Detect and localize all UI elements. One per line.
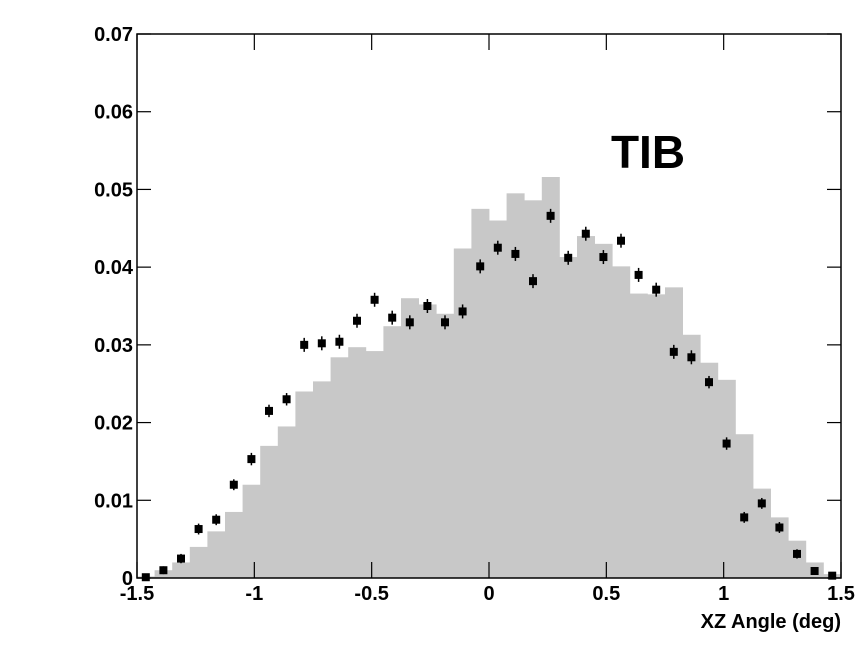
histogram-bar	[629, 293, 648, 578]
data-point	[405, 318, 414, 327]
data-point	[282, 395, 291, 404]
histogram-bar	[277, 426, 296, 578]
histogram-bar	[682, 334, 701, 578]
data-point	[581, 229, 590, 238]
y-tick-label: 0.01	[94, 490, 133, 512]
histogram-bar	[172, 562, 191, 578]
data-point	[599, 253, 608, 262]
x-tick-label: 0.5	[592, 583, 620, 605]
histogram-bar	[788, 540, 807, 578]
histogram-bar	[418, 304, 437, 578]
histogram-bar	[471, 208, 490, 578]
x-tick-label: 0	[483, 583, 494, 605]
data-point	[546, 211, 555, 220]
data-point	[617, 236, 625, 245]
y-tick-label: 0.04	[94, 257, 134, 279]
histogram-bar	[524, 200, 543, 578]
histogram-bar	[647, 294, 666, 578]
data-point	[757, 499, 766, 508]
x-axis-title: XZ Angle (deg)	[701, 611, 841, 633]
histogram-bar	[242, 484, 261, 578]
data-point	[317, 339, 326, 348]
data-point	[793, 549, 801, 558]
histogram-bar	[401, 298, 419, 578]
data-point	[722, 439, 731, 448]
data-point	[229, 480, 238, 489]
data-point	[810, 567, 819, 576]
histogram-bar	[753, 488, 771, 578]
x-tick-label: 1.5	[827, 583, 855, 605]
histogram-bar	[665, 287, 683, 578]
data-point	[335, 337, 344, 346]
data-point	[441, 318, 449, 327]
histogram-bar	[348, 347, 367, 578]
histogram-bar	[295, 391, 314, 578]
data-point	[705, 378, 713, 387]
data-point	[529, 277, 537, 286]
histogram-bar	[436, 313, 455, 578]
histogram-bar	[365, 351, 384, 578]
data-point	[634, 270, 643, 279]
data-point	[458, 307, 467, 316]
histogram-bar	[489, 220, 507, 578]
data-point	[493, 243, 502, 252]
data-point	[828, 571, 837, 580]
data-point	[353, 316, 361, 325]
histogram-bar	[189, 546, 208, 578]
data-point	[669, 347, 678, 356]
y-tick-label: 0.06	[94, 102, 133, 124]
x-tick-label: 1	[718, 583, 729, 605]
x-tick-label: -1.5	[120, 583, 154, 605]
data-point	[775, 523, 784, 532]
data-point	[370, 295, 379, 304]
y-tick-label: 0.03	[94, 335, 133, 357]
data-point	[388, 313, 397, 322]
data-point	[194, 525, 203, 534]
data-point	[247, 455, 256, 464]
y-tick-label: 0.05	[94, 179, 133, 201]
histogram-bar	[383, 326, 402, 578]
histogram-bar	[225, 511, 243, 578]
histogram-bar	[577, 236, 595, 579]
x-tick-label: -0.5	[354, 583, 388, 605]
data-point	[300, 340, 309, 349]
y-tick-label: 0.02	[94, 413, 133, 435]
annotation: TIB	[611, 126, 685, 178]
data-point	[177, 554, 185, 563]
histogram-bar	[260, 445, 279, 578]
data-point	[265, 406, 273, 415]
data-point	[159, 566, 168, 575]
histogram-bar	[207, 531, 226, 578]
data-point	[212, 515, 221, 524]
histogram-bar	[700, 362, 719, 578]
x-tick-label: -1	[245, 583, 263, 605]
data-point	[564, 253, 573, 262]
data-point	[652, 285, 661, 294]
histogram-bar	[735, 434, 754, 578]
data-point	[687, 353, 696, 362]
histogram-bar	[612, 266, 631, 578]
histogram-bar	[330, 357, 349, 578]
y-tick-label: 0	[122, 568, 133, 590]
data-point	[476, 262, 485, 271]
histogram-bar	[506, 193, 525, 579]
histogram-bar	[594, 243, 613, 579]
data-point	[511, 249, 520, 258]
histogram-bar	[770, 517, 789, 578]
histogram-bar	[717, 379, 736, 578]
y-tick-label: 0.07	[94, 24, 133, 46]
data-point	[740, 513, 749, 522]
data-point	[141, 573, 150, 582]
histogram-bar	[453, 248, 472, 578]
data-point	[423, 302, 432, 310]
histogram-bar	[313, 381, 331, 578]
histogram-bar	[541, 176, 560, 578]
histogram-bar	[559, 257, 578, 578]
